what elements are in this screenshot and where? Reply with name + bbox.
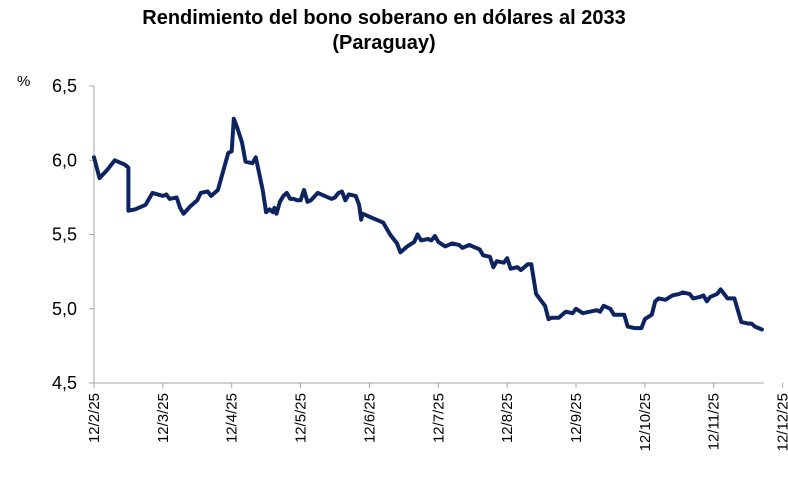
x-tick-label: 12/6/25 bbox=[361, 393, 378, 443]
y-axis: 4,5 5,0 5,5 6,0 6,5 bbox=[52, 76, 95, 393]
y-tick-label: 6,0 bbox=[52, 150, 77, 170]
y-axis-unit-label: % bbox=[17, 73, 30, 90]
y-tick-label: 6,5 bbox=[52, 76, 77, 96]
x-tick-label: 12/2/25 bbox=[86, 393, 103, 443]
series-line-rendimiento bbox=[92, 116, 764, 332]
x-tick-label: 12/3/25 bbox=[155, 393, 172, 443]
x-tick-label: 12/11/25 bbox=[706, 393, 723, 450]
chart-title-block: Rendimiento del bono soberano en dólares… bbox=[0, 6, 768, 56]
x-tick-label: 12/10/25 bbox=[637, 393, 654, 451]
x-tick-label: 12/5/25 bbox=[293, 393, 310, 443]
y-tick-label: 4,5 bbox=[52, 373, 77, 393]
series-group bbox=[92, 116, 764, 332]
y-tick-label: 5,5 bbox=[52, 225, 77, 245]
x-tick-label: 12/7/25 bbox=[430, 393, 447, 443]
x-axis: 12/2/25 12/3/25 12/4/25 12/5/25 12/6/25 12/7/… bbox=[86, 382, 788, 451]
y-tick-label: 5,0 bbox=[52, 299, 77, 319]
x-tick-label: 12/12/25 bbox=[775, 393, 788, 451]
x-tick-label: 12/4/25 bbox=[224, 393, 241, 443]
chart-title: Rendimiento del bono soberano en dólares… bbox=[142, 7, 626, 29]
chart-subtitle: (Paraguay) bbox=[332, 32, 436, 54]
x-tick-label: 12/8/25 bbox=[499, 393, 516, 443]
x-tick-label: 12/9/25 bbox=[568, 393, 585, 443]
